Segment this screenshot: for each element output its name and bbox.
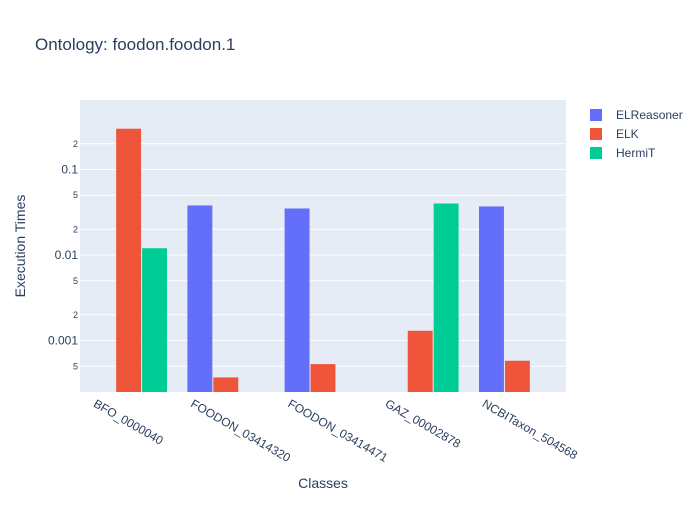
bar-elk-foodon_03414320[interactable]: [213, 377, 239, 392]
legend-swatch: [590, 147, 602, 159]
bar-elk-bfo_0000040[interactable]: [116, 128, 142, 393]
x-axis-ticks: BFO_0000040 FOODON_03414320FOODON_0341447…: [91, 396, 580, 465]
y-tick-label: 2: [73, 310, 78, 320]
x-tick-label: GAZ_00002878: [383, 396, 464, 451]
chart-title: Ontology: foodon.foodon.1: [35, 35, 235, 54]
legend-item-elk[interactable]: ELK: [590, 127, 639, 141]
legend-label: ELReasoner: [616, 108, 683, 122]
y-tick-label: 5: [73, 276, 78, 286]
x-axis-label: Classes: [298, 475, 348, 491]
y-axis-label: Execution Times: [12, 195, 28, 298]
y-tick-label: 0.01: [55, 248, 79, 262]
legend-item-elreasoner[interactable]: ELReasoner: [590, 108, 683, 122]
y-tick-label: 2: [73, 139, 78, 149]
legend-swatch: [590, 128, 602, 140]
y-tick-label: 0.001: [48, 334, 78, 348]
bar-elk-gaz_00002878[interactable]: [407, 330, 433, 392]
bar-hermit-gaz_00002878[interactable]: [433, 203, 459, 392]
x-tick-label: NCBITaxon_504568: [480, 396, 580, 462]
x-tick-label: FOODON_03414471: [286, 396, 391, 465]
y-tick-label: 2: [73, 224, 78, 234]
bar-elreasoner-foodon_03414320[interactable]: [187, 205, 213, 392]
y-axis-ticks: 5 0.001 2 5 0.01 2 5 0.1 2: [48, 139, 78, 371]
bar-elk-foodon_03414471[interactable]: [310, 364, 336, 392]
y-tick-label: 5: [73, 190, 78, 200]
y-tick-label: 5: [73, 361, 78, 371]
legend-label: HermiT: [616, 146, 656, 160]
bar-elk-ncbitaxon_504568[interactable]: [504, 360, 530, 392]
y-tick-label: 0.1: [61, 163, 78, 177]
x-tick-label: FOODON_03414320: [188, 396, 293, 465]
x-tick-label: BFO_0000040: [91, 396, 166, 447]
bar-elreasoner-ncbitaxon_504568[interactable]: [479, 206, 504, 392]
bar-elreasoner-foodon_03414471[interactable]: [284, 208, 310, 392]
legend-swatch: [590, 109, 602, 121]
bar-hermit-bfo_0000040[interactable]: [142, 248, 167, 392]
legend[interactable]: ELReasoner ELK HermiT: [590, 108, 683, 160]
bars: [116, 128, 530, 393]
legend-item-hermit[interactable]: HermiT: [590, 146, 656, 160]
legend-label: ELK: [616, 127, 639, 141]
